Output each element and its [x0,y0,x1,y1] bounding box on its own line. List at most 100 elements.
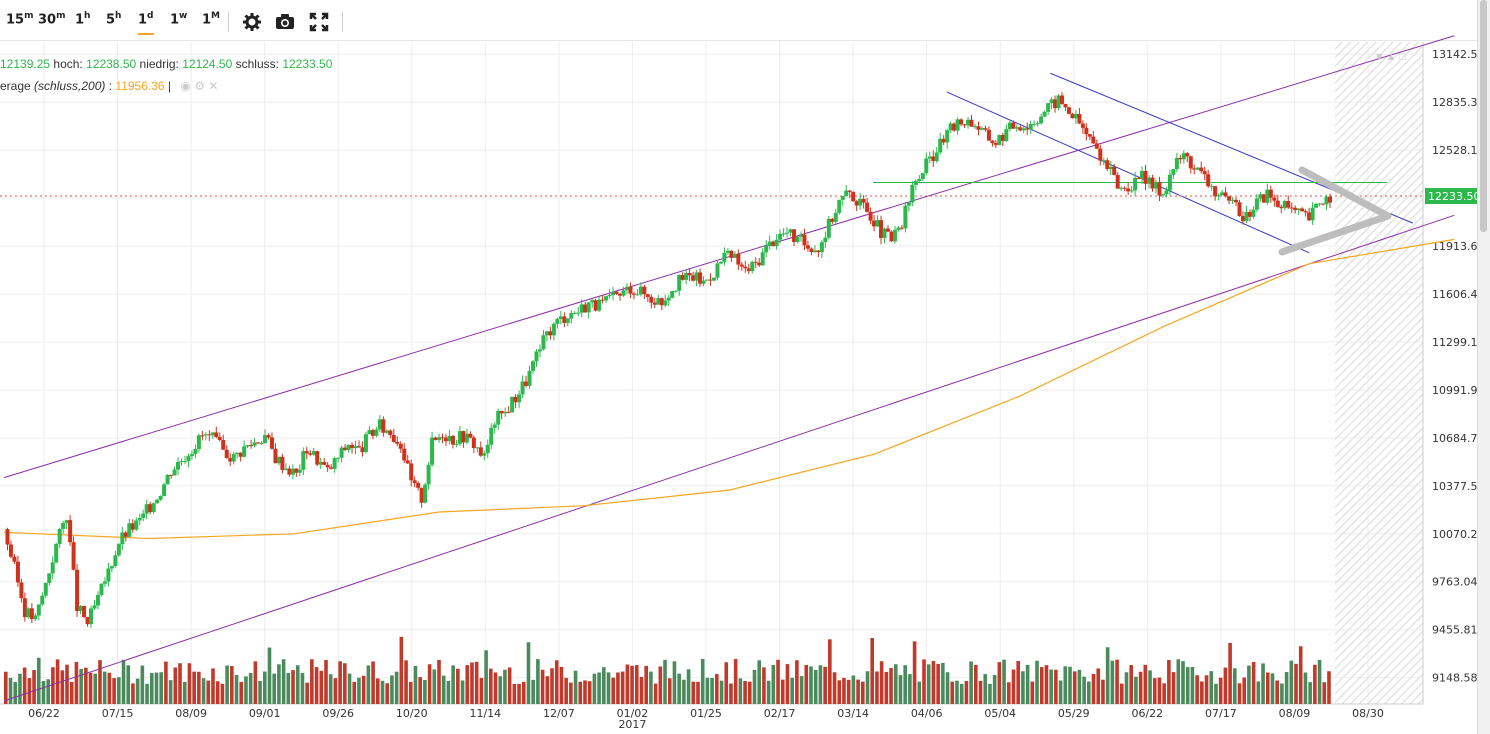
volume-bar [234,675,239,704]
candle-body [736,253,741,265]
candle-body [238,452,243,457]
fullscreen-icon[interactable] [307,10,331,34]
timeframe-button-15m[interactable]: 15m [6,11,34,28]
volume-bar [4,671,8,704]
y-tick-label: 12835.34 [1432,96,1478,109]
volume-bar [917,681,922,704]
volume-bar [1232,668,1237,704]
candle-body [176,462,181,470]
candle-body [1296,208,1301,211]
x-tick-label: 08/09 [175,707,207,720]
volume-bar [724,662,729,704]
candle-body [1129,190,1134,192]
volume-bar [51,667,55,704]
candle-body [844,190,849,197]
candle-body [1164,190,1169,195]
candle-body [332,458,337,469]
candle-body [1021,128,1026,131]
candle-body [858,198,863,206]
volume-bar [258,680,262,704]
volume-bar [437,659,441,704]
volume-bar [225,665,229,704]
settings-icon[interactable]: ⚙ [194,79,205,93]
candle-body [1286,200,1291,208]
candle-body [151,503,156,513]
candle-body [339,447,344,458]
volume-bar [536,659,540,704]
candle-body [1199,167,1204,172]
volume-bar [206,680,211,704]
candle-body [5,529,10,545]
candle-body [565,318,570,323]
volume-bar [696,681,700,704]
y-tick-label: 12528.11 [1432,144,1478,157]
candle-body [826,218,831,238]
close-icon[interactable]: ✕ [208,79,219,93]
candle-body [245,445,250,447]
candle-body [1101,160,1106,162]
candle-body [861,198,866,203]
candle-body [847,190,852,192]
candle-body [217,436,222,441]
candle-body [597,299,602,311]
volume-bar [776,659,780,704]
volume-bar [32,669,36,704]
volume-bar [46,679,50,704]
volume-bar [804,664,809,704]
x-tick-label: 08/30 [1352,707,1384,720]
candle-body [1220,192,1225,196]
volume-bar [672,661,677,704]
candle-body [635,294,640,296]
candle-body [433,437,438,440]
timeframe-button-30m[interactable]: 30m [38,11,66,28]
candle-body [384,430,389,433]
candle-body [57,528,62,544]
candle-body [812,250,817,253]
volume-bar [719,680,724,704]
candle-body [405,460,410,464]
volume-bar [747,681,752,704]
volume-bar [884,671,889,704]
candle-body [986,129,991,141]
eye-icon[interactable]: ◉ [180,79,191,93]
volume-bar [1157,677,1162,704]
candle-body [1240,215,1245,222]
volume-bar [517,683,521,704]
volume-bar [752,669,757,704]
volume-bar [1284,672,1289,704]
close-value: 12233.50 [282,57,333,71]
volume-bar [771,665,776,704]
scroll-thumb[interactable] [1480,0,1487,232]
volume-bar [738,678,743,704]
candle-body [1202,171,1207,175]
candle-body [447,436,452,442]
volume-bar [1308,682,1312,704]
candle-body [882,228,887,239]
candle-body [492,424,497,428]
timeframe-button-1M[interactable]: 1M [202,11,221,28]
candle-body [1223,192,1228,197]
gear-icon[interactable] [240,10,264,34]
candle-body [155,499,160,504]
volume-bar [474,661,479,704]
timeframe-button-5h[interactable]: 5h [106,11,122,28]
candle-body [1032,123,1037,125]
candle-body [816,250,821,253]
camera-icon[interactable] [273,10,297,34]
candle-body [544,331,549,336]
candle-body [506,411,511,413]
candle-body [534,351,539,362]
vertical-scrollbar[interactable] [1477,0,1490,734]
timeframe-button-1w[interactable]: 1w [170,11,188,28]
volume-bar [1190,667,1195,704]
volume-bar [1138,671,1143,704]
candle-body [666,297,671,301]
candle-body [1039,116,1044,124]
volume-bar [964,681,969,704]
candle-body [1289,207,1294,209]
volume-bar [493,672,498,704]
timeframe-button-1h[interactable]: 1h [75,11,91,28]
candle-body [677,274,682,291]
timeframe-button-1d[interactable]: 1d [138,11,154,35]
